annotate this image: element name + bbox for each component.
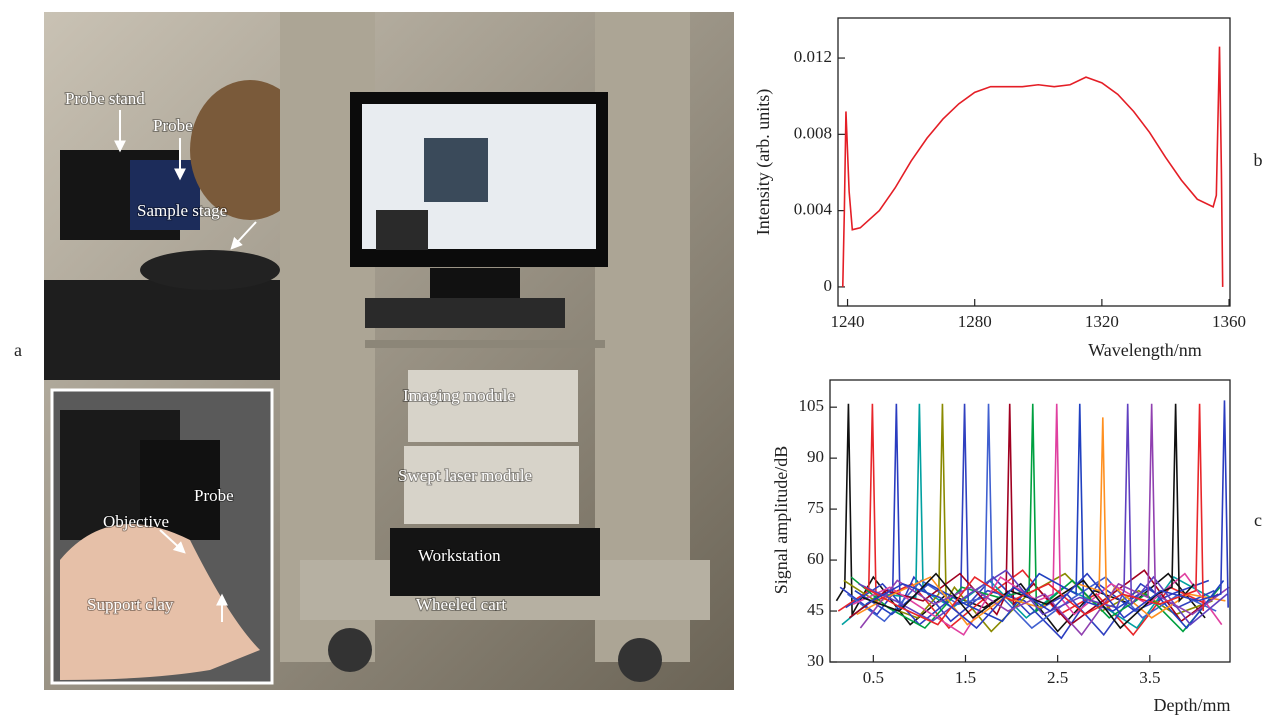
x-tick-label: 1.5	[955, 668, 976, 687]
annotation: Swept laser module	[398, 466, 532, 485]
x-axis-label: Depth/mm	[1154, 695, 1231, 715]
inset-annotation: Support clay	[87, 595, 174, 614]
panel-label: c	[1254, 510, 1262, 530]
panel-label: a	[14, 340, 22, 360]
series-line	[850, 403, 1221, 633]
series-line	[854, 403, 1225, 630]
series-line	[865, 400, 1229, 630]
plot-frame	[837, 17, 1231, 307]
series-line	[861, 403, 1195, 630]
x-tick-label: 1240	[831, 312, 865, 331]
series-line	[858, 403, 1228, 626]
x-tick-label: 1360	[1212, 312, 1246, 331]
series-line	[863, 403, 1205, 626]
series-line	[841, 46, 1224, 287]
y-tick-label: 30	[807, 651, 824, 670]
y-tick-label: 0.012	[794, 47, 832, 66]
annotation: Probe	[153, 116, 193, 135]
plot-frame	[829, 379, 1231, 663]
annotation: Probe stand	[65, 89, 145, 108]
y-tick-label: 0	[824, 276, 833, 295]
annotation: Imaging module	[403, 386, 515, 405]
panel-label: b	[1254, 150, 1263, 170]
annotation: Sample stage	[137, 201, 227, 220]
annotation: Workstation	[418, 546, 501, 565]
inset-annotation: Probe	[194, 486, 234, 505]
arrows	[114, 110, 257, 622]
x-axis-label: Wavelength/nm	[1088, 340, 1202, 360]
y-tick-label: 0.004	[794, 200, 833, 219]
y-tick-label: 60	[807, 549, 824, 568]
y-axis-label: Signal amplitude/dB	[771, 446, 791, 595]
annotation: Wheeled cart	[416, 595, 506, 614]
y-axis-label: Intensity (arb. units)	[753, 89, 774, 235]
y-tick-label: 105	[799, 396, 825, 415]
y-tick-label: 90	[807, 447, 824, 466]
series-line	[848, 403, 1219, 626]
series-line	[852, 403, 1223, 636]
y-tick-label: 0.008	[794, 123, 832, 142]
y-tick-label: 75	[807, 498, 824, 517]
x-tick-label: 3.5	[1139, 668, 1160, 687]
x-tick-label: 0.5	[863, 668, 884, 687]
inset-annotation: Objective	[103, 512, 169, 531]
photo	[44, 12, 734, 690]
x-tick-label: 1280	[958, 312, 992, 331]
y-tick-label: 45	[807, 600, 824, 619]
x-tick-label: 1320	[1085, 312, 1119, 331]
x-tick-label: 2.5	[1047, 668, 1068, 687]
